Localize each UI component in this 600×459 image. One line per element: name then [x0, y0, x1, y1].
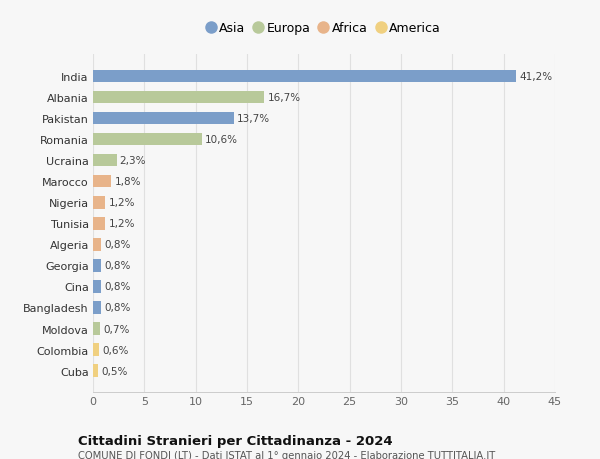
Text: 1,2%: 1,2% [109, 219, 135, 229]
Bar [93, 154, 116, 167]
Text: 1,2%: 1,2% [109, 198, 135, 208]
Bar [93, 343, 99, 356]
Text: 13,7%: 13,7% [237, 114, 270, 124]
Text: 0,8%: 0,8% [104, 261, 131, 271]
Text: 16,7%: 16,7% [268, 93, 301, 103]
Bar [93, 323, 100, 335]
Bar [93, 259, 101, 272]
Bar [93, 134, 202, 146]
Text: 0,8%: 0,8% [104, 282, 131, 292]
Text: 0,6%: 0,6% [102, 345, 128, 355]
Bar [93, 175, 112, 188]
Text: 0,8%: 0,8% [104, 240, 131, 250]
Text: 41,2%: 41,2% [519, 72, 552, 82]
Legend: Asia, Europa, Africa, America: Asia, Europa, Africa, America [203, 17, 445, 40]
Bar [93, 196, 106, 209]
Bar [93, 239, 101, 251]
Bar [93, 302, 101, 314]
Text: 0,8%: 0,8% [104, 303, 131, 313]
Text: 0,7%: 0,7% [103, 324, 130, 334]
Text: Cittadini Stranieri per Cittadinanza - 2024: Cittadini Stranieri per Cittadinanza - 2… [78, 434, 392, 447]
Bar [93, 70, 516, 83]
Bar [93, 91, 265, 104]
Bar [93, 364, 98, 377]
Text: COMUNE DI FONDI (LT) - Dati ISTAT al 1° gennaio 2024 - Elaborazione TUTTITALIA.I: COMUNE DI FONDI (LT) - Dati ISTAT al 1° … [78, 450, 495, 459]
Text: 10,6%: 10,6% [205, 135, 238, 145]
Text: 2,3%: 2,3% [119, 156, 146, 166]
Bar [93, 280, 101, 293]
Text: 1,8%: 1,8% [115, 177, 141, 187]
Text: 0,5%: 0,5% [101, 366, 128, 376]
Bar [93, 112, 233, 125]
Bar [93, 218, 106, 230]
